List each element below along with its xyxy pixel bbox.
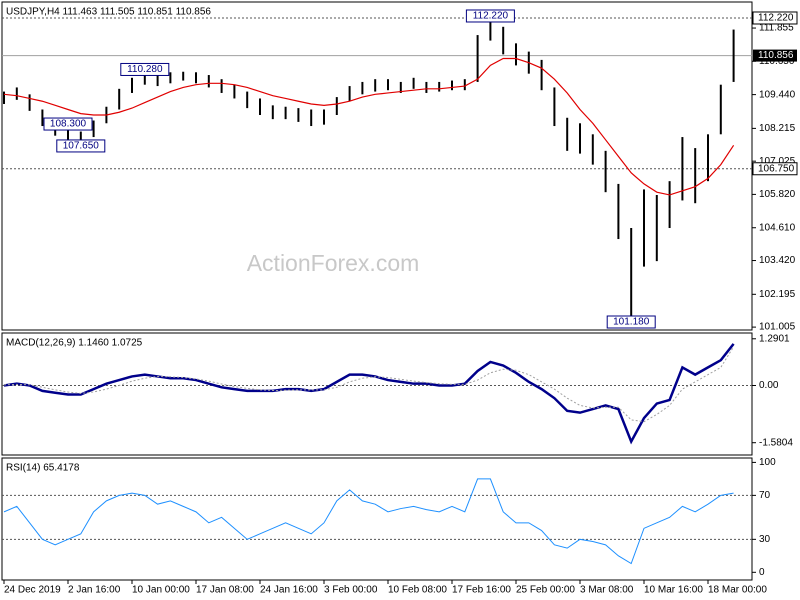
y-tick-label: 111.855 [759, 23, 794, 34]
last-price-box [753, 49, 797, 62]
watermark: ActionForex.com [247, 250, 420, 276]
level-label: 112.220 [758, 13, 794, 24]
annotation-label: 107.650 [63, 141, 100, 152]
x-tick-label: 10 Feb 08:00 [388, 585, 447, 596]
annotation-label: 110.280 [127, 64, 163, 75]
y-tick-label: 0 [759, 567, 765, 578]
annotation-label: 101.180 [613, 317, 650, 328]
panel-title: RSI(14) 65.4178 [6, 463, 80, 474]
level-label-box [752, 162, 798, 176]
panel-frame [1, 332, 753, 456]
panel-title: USDJPY,H4 111.463 111.505 110.851 110.85… [6, 7, 211, 18]
y-tick-label: 104.610 [759, 222, 796, 233]
annotation-box [56, 139, 106, 153]
x-tick-label: 17 Feb 16:00 [452, 585, 511, 596]
y-tick-label: -1.5804 [759, 437, 793, 448]
annotation-box [120, 62, 170, 76]
annotation-box [606, 315, 656, 329]
indicator-line [3, 343, 735, 445]
y-tick-label: 105.820 [759, 189, 796, 200]
y-tick-label: 109.440 [759, 89, 796, 100]
y-tick-label: 0.00 [759, 380, 779, 391]
x-tick-label: 25 Feb 00:00 [516, 585, 575, 596]
annotation-label: 108.300 [50, 119, 87, 130]
level-label: 106.750 [758, 163, 795, 174]
moving-average [3, 57, 735, 196]
panel-frame [1, 457, 753, 581]
x-tick-label: 2 Jan 16:00 [68, 585, 121, 596]
y-tick-label: 101.005 [759, 322, 796, 333]
x-tick-label: 10 Mar 16:00 [644, 585, 703, 596]
y-tick-label: 103.420 [759, 255, 796, 266]
y-tick-label: 100 [759, 457, 776, 468]
x-tick-label: 24 Dec 2019 [4, 585, 61, 596]
y-tick-label: 102.195 [759, 289, 796, 300]
y-tick-label: 30 [759, 534, 771, 545]
x-tick-label: 17 Jan 08:00 [196, 585, 254, 596]
panel-frame [1, 1, 753, 331]
annotation-label: 112.220 [473, 11, 509, 22]
y-tick-label: 70 [759, 490, 771, 501]
x-tick-label: 24 Jan 16:00 [260, 585, 318, 596]
x-tick-label: 18 Mar 00:00 [708, 585, 767, 596]
annotation-box [43, 117, 93, 131]
x-tick-label: 3 Feb 00:00 [324, 585, 378, 596]
y-tick-label: 107.025 [759, 156, 796, 167]
panel-title: MACD(12,26,9) 1.1460 1.0725 [6, 338, 143, 349]
y-tick-label: 108.215 [759, 123, 796, 134]
y-tick-label: 1.2901 [759, 333, 790, 344]
level-label-box [752, 11, 798, 25]
last-price-label: 110.856 [758, 50, 794, 61]
annotation-box [465, 9, 515, 23]
indicator-line [3, 478, 734, 565]
x-tick-label: 3 Mar 08:00 [580, 585, 634, 596]
x-tick-label: 10 Jan 00:00 [132, 585, 190, 596]
